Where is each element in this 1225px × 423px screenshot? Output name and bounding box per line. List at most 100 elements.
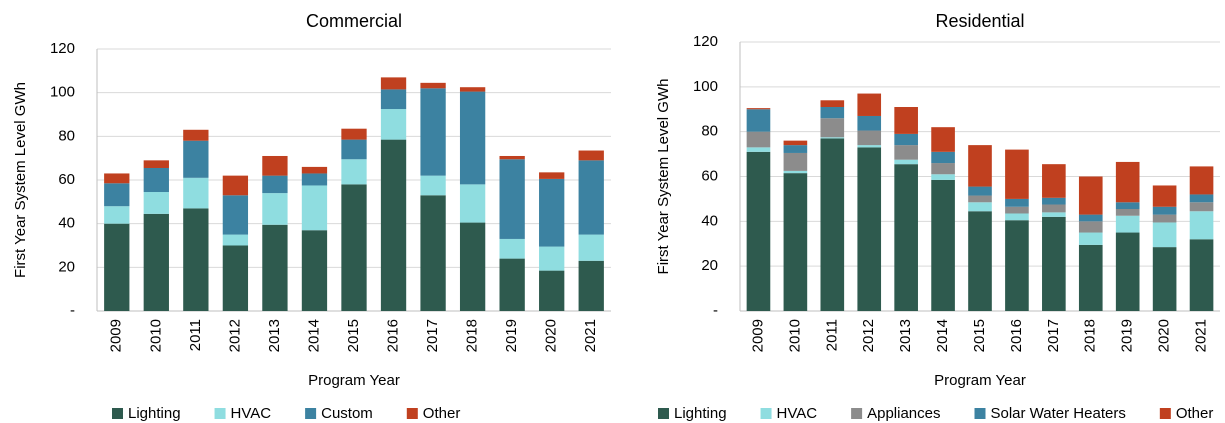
y-tick-label: 40: [58, 215, 75, 232]
bar-segment: [578, 260, 604, 311]
bar-segment: [301, 185, 328, 231]
x-tick-label: 2012: [860, 319, 877, 352]
bar-segment: [968, 202, 992, 212]
bar-segment: [1042, 164, 1066, 198]
y-axis-label: First Year System Level GWh: [12, 82, 29, 278]
x-tick-label: 2021: [582, 319, 599, 352]
bar-segment: [894, 164, 918, 311]
bar-segment: [1005, 206, 1029, 214]
y-tick-label: 120: [693, 33, 718, 50]
legend-label: Lighting: [128, 405, 181, 422]
bar-segment: [1115, 202, 1140, 210]
bar-segment: [783, 145, 808, 153]
bar-segment: [578, 160, 604, 235]
y-tick-label: 60: [58, 171, 75, 188]
bar-segment: [104, 173, 130, 184]
bar-segment: [420, 82, 446, 89]
x-tick-label: 2014: [305, 319, 322, 352]
bar-segment: [894, 133, 918, 146]
legend-swatch: [1159, 408, 1171, 419]
y-tick-label: 100: [693, 78, 718, 95]
bar-segment: [1042, 216, 1066, 311]
chart-title: Residential: [935, 11, 1024, 31]
bar-segment: [1189, 166, 1214, 195]
bar-segment: [301, 230, 328, 311]
y-tick-label: 80: [701, 123, 718, 140]
bar-segment: [459, 184, 486, 223]
legend-swatch: [658, 408, 669, 419]
bar-segment: [222, 234, 249, 246]
bar-segment: [539, 178, 565, 247]
legend-swatch: [851, 408, 863, 419]
legend-label: Other: [423, 405, 461, 422]
bar-segment: [1189, 239, 1214, 311]
legend-swatch: [760, 408, 772, 419]
bar-segment: [499, 159, 525, 239]
legend-swatch: [305, 408, 317, 419]
x-tick-label: 2020: [543, 319, 560, 352]
x-tick-label: 2020: [1156, 319, 1173, 352]
bar-segment: [301, 166, 328, 174]
bar-segment: [746, 108, 771, 110]
x-tick-label: 2018: [464, 319, 481, 352]
legend-swatch: [974, 408, 986, 419]
bar-segment: [746, 109, 771, 132]
y-tick-label: 20: [58, 258, 75, 275]
legend-swatch: [406, 408, 418, 419]
bar-segment: [1152, 247, 1177, 311]
bar-segment: [1042, 212, 1066, 217]
bar-segment: [539, 172, 565, 179]
bar-segment: [1078, 232, 1103, 245]
bar-segment: [1042, 204, 1066, 213]
bar-segment: [459, 87, 486, 92]
bar-segment: [1152, 206, 1177, 215]
bar-segment: [857, 147, 882, 311]
x-tick-label: 2016: [385, 319, 402, 352]
bar-segment: [1189, 211, 1214, 240]
bar-segment: [1115, 209, 1140, 216]
legend-label: Other: [1176, 405, 1214, 422]
legend-label: HVAC: [231, 405, 272, 422]
y-tick-label: 100: [50, 84, 75, 101]
bar-segment: [104, 206, 130, 224]
bar-segment: [820, 107, 845, 119]
bar-segment: [1005, 213, 1029, 221]
bar-segment: [894, 145, 918, 160]
legend-swatch: [112, 408, 123, 419]
y-tick-label: 20: [701, 257, 718, 274]
bar-segment: [341, 184, 367, 311]
bar-segment: [143, 192, 169, 214]
x-tick-label: 2011: [823, 319, 840, 351]
bar-segment: [380, 89, 407, 110]
bar-segment: [262, 193, 288, 225]
x-tick-label: 2019: [1119, 319, 1136, 352]
bar-segment: [341, 128, 367, 140]
x-axis-label: Program Year: [934, 372, 1026, 389]
y-tick-label: 40: [701, 212, 718, 229]
bar-segment: [420, 175, 446, 196]
bar-segment: [459, 91, 486, 185]
y-axis-label: First Year System Level GWh: [655, 79, 672, 275]
bar-segment: [143, 213, 169, 311]
bar-segment: [783, 173, 808, 311]
bar-segment: [1005, 220, 1029, 311]
bar-segment: [459, 222, 486, 311]
bar-segment: [1005, 149, 1029, 199]
bar-segment: [820, 137, 845, 139]
bar-segment: [183, 177, 209, 209]
x-tick-label: 2017: [424, 319, 441, 352]
bar-segment: [183, 208, 209, 311]
bar-segment: [894, 159, 918, 165]
x-tick-label: 2014: [934, 319, 951, 352]
bar-segment: [746, 131, 771, 148]
bar-segment: [968, 195, 992, 203]
x-tick-label: 2009: [108, 319, 125, 352]
bar-segment: [499, 258, 525, 311]
bar-segment: [1189, 194, 1214, 203]
bar-segment: [1115, 232, 1140, 311]
bar-segment: [499, 155, 525, 160]
bar-segment: [1078, 214, 1103, 222]
bar-segment: [341, 139, 367, 160]
bar-segment: [931, 127, 955, 152]
